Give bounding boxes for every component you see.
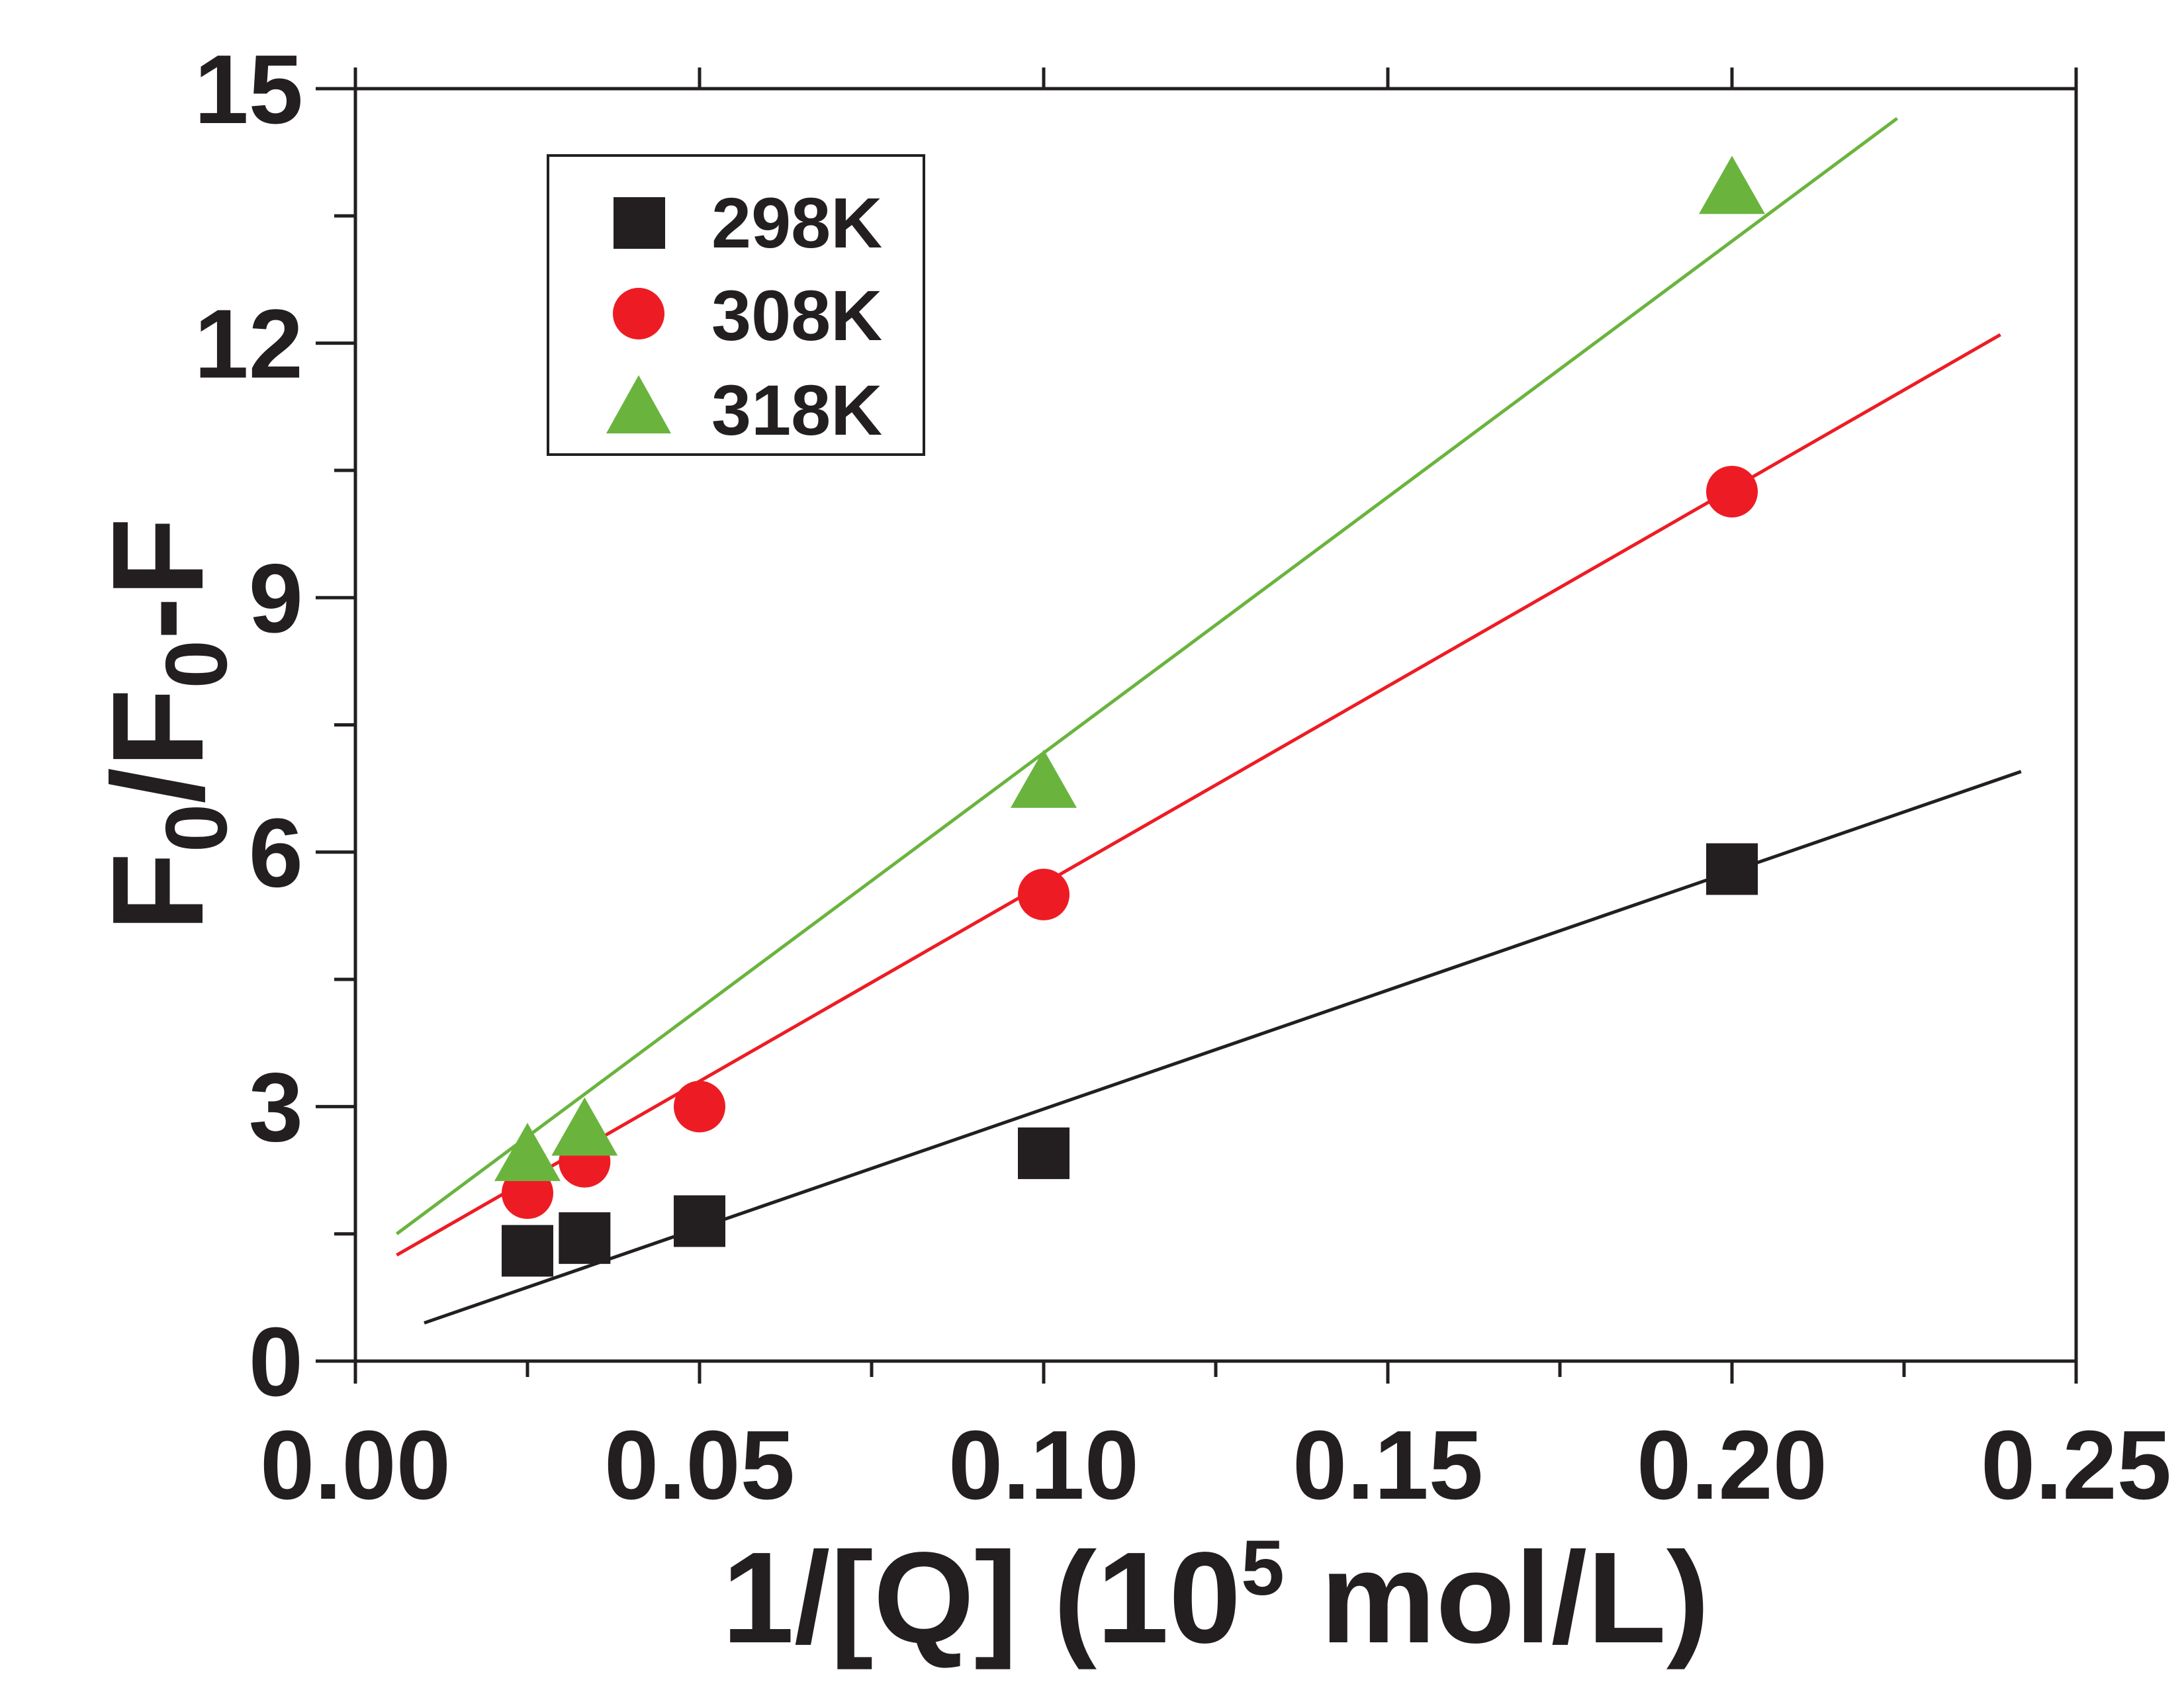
x-tick-label: 0.20 (1637, 1411, 1827, 1520)
y-tick-label: 6 (249, 799, 303, 908)
data-point-298k (502, 1225, 553, 1277)
data-point-298k (559, 1212, 611, 1264)
legend: 298K 308K 318K (547, 154, 925, 456)
data-point-298k (1018, 1127, 1069, 1179)
fit-line-298k (424, 770, 2022, 1325)
y-tick-label: 15 (194, 35, 303, 144)
y-axis-title: F0/F0-F (85, 517, 245, 932)
y-tick-label: 3 (249, 1053, 303, 1162)
x-tick-label: 0.25 (1981, 1411, 2171, 1520)
legend-marker-308k (613, 288, 664, 339)
data-markers (494, 155, 1765, 1277)
y-axis-ticks: 0 3 6 9 12 15 (194, 35, 355, 1417)
data-point-308k (1018, 868, 1069, 920)
x-tick-label: 0.00 (260, 1411, 451, 1520)
legend-marker-318k (606, 375, 671, 433)
y-tick-label: 12 (194, 290, 303, 399)
y-tick-label: 9 (249, 544, 303, 653)
data-point-298k (674, 1195, 725, 1247)
y-tick-label: 0 (249, 1307, 303, 1417)
legend-marker-298k (614, 197, 665, 249)
fit-line-318k (395, 116, 1899, 1235)
data-point-298k (1706, 843, 1758, 895)
data-point-318k (1699, 155, 1765, 214)
x-axis-title: 1/[Q] (105 mol/L) (722, 1525, 1709, 1670)
legend-label-298k: 298K (711, 183, 882, 263)
legend-label-318k: 318K (711, 370, 882, 450)
x-tick-label: 0.05 (604, 1411, 795, 1520)
data-point-308k (674, 1081, 725, 1133)
data-point-318k (551, 1097, 618, 1156)
legend-box (547, 154, 925, 456)
x-tick-label: 0.15 (1293, 1411, 1483, 1520)
data-point-318k (1011, 749, 1077, 808)
data-point-308k (1706, 465, 1758, 517)
legend-label-308k: 308K (711, 275, 882, 355)
fit-line-308k (396, 333, 2001, 1257)
x-tick-label: 0.10 (948, 1411, 1139, 1520)
data-point-318k (494, 1122, 561, 1181)
x-axis-ticks: 0.00 0.05 0.10 0.15 0.20 0.25 (260, 67, 2171, 1520)
